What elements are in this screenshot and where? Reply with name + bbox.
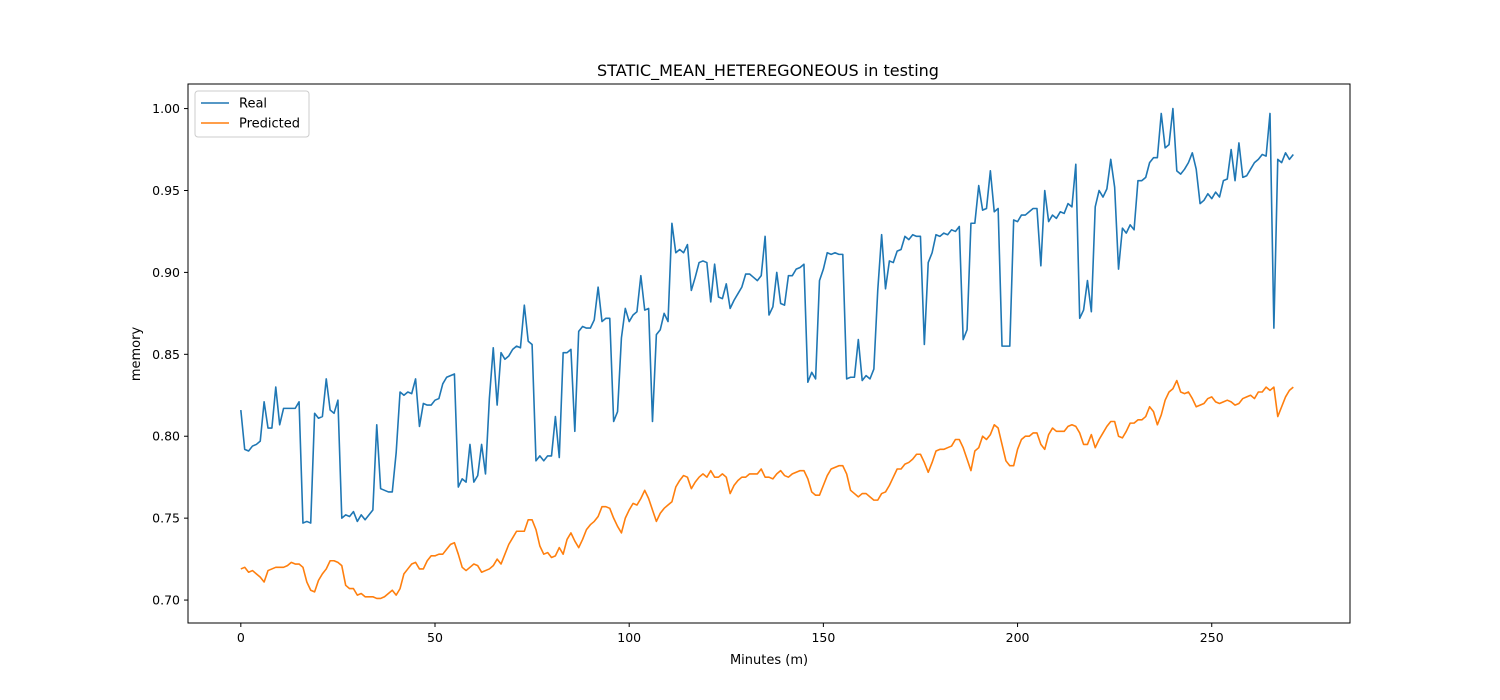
- plot-frame: [187, 83, 1351, 624]
- y-tick-label: 0.75: [152, 511, 180, 526]
- y-tick-label: 0.85: [152, 347, 180, 362]
- legend-label-real: Real: [239, 97, 267, 112]
- y-tick-label: 1.00: [152, 101, 180, 116]
- x-tick-label: 150: [811, 630, 835, 645]
- y-tick-label: 0.80: [152, 429, 180, 444]
- y-axis-label: memory: [129, 327, 144, 382]
- y-axis-ticks: 0.70 0.75 0.80 0.85 0.90 0.95 1.00: [152, 101, 188, 608]
- x-tick-label: 100: [617, 630, 641, 645]
- x-tick-label: 50: [427, 630, 443, 645]
- x-tick-label: 200: [1006, 630, 1030, 645]
- y-tick-label: 0.95: [152, 183, 180, 198]
- x-tick-label: 0: [237, 630, 245, 645]
- legend: Real Predicted: [194, 90, 310, 138]
- x-axis-ticks: 0 50 100 150 200 250: [237, 623, 1224, 645]
- series-layer: [240, 107, 1294, 600]
- legend-label-predicted: Predicted: [239, 117, 300, 132]
- series-line-real: [240, 107, 1294, 524]
- x-tick-label: 250: [1200, 630, 1224, 645]
- chart-title: STATIC_MEAN_HETEREGONEOUS in testing: [597, 61, 939, 81]
- y-tick-label: 0.90: [152, 265, 180, 280]
- series-line-predicted: [240, 379, 1294, 600]
- y-tick-label: 0.70: [152, 593, 180, 608]
- x-axis-label: Minutes (m): [730, 653, 808, 668]
- plot-area: [187, 83, 1351, 624]
